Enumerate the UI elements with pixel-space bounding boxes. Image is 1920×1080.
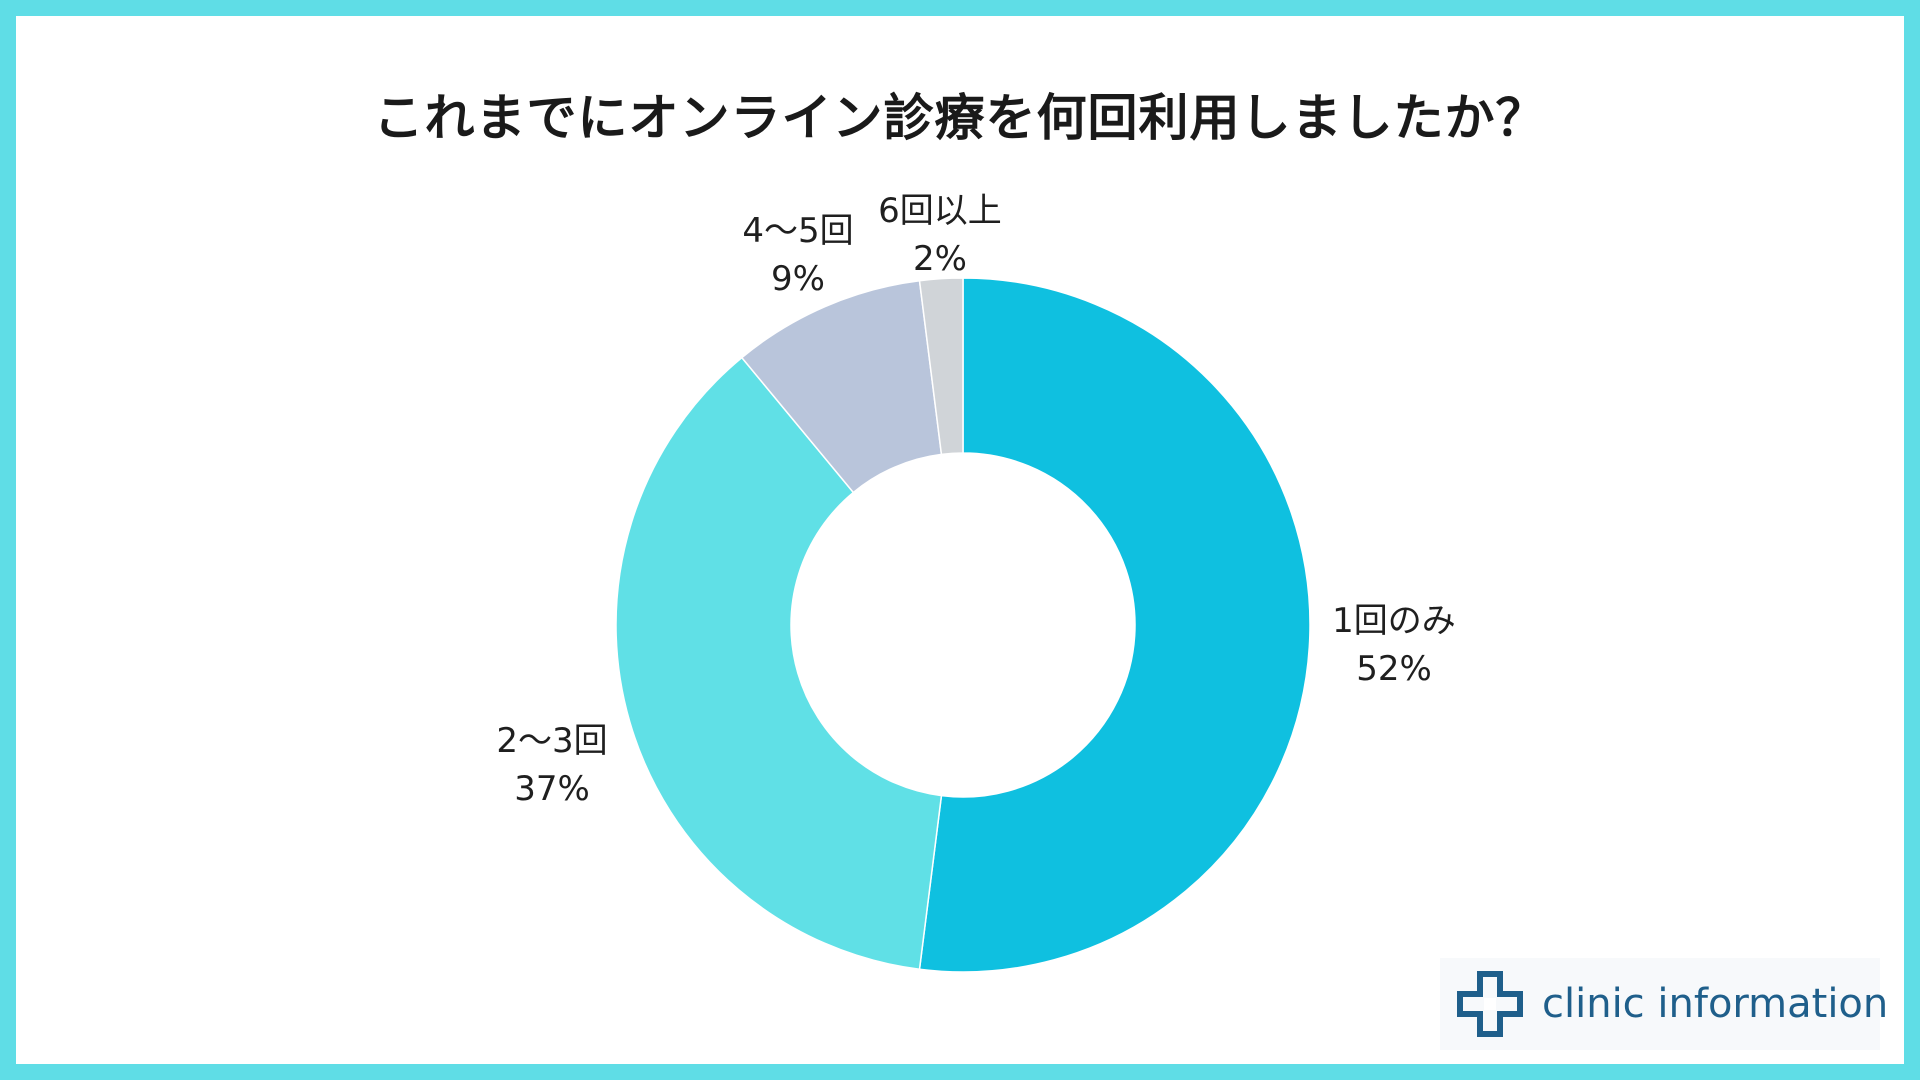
brand-name: clinic information [1542,981,1889,1027]
brand-logo-area: clinic information [1440,958,1888,1050]
slice-value-3: 9% [771,259,825,299]
chart-title: これまでにオンライン診療を何回利用しましたか？ [373,89,1547,147]
slice-label-1: 1回のみ [1332,601,1456,641]
donut-slice-4 [918,277,964,456]
slice-value-1: 52% [1356,649,1432,689]
slice-label-3: 4〜5回 [742,211,853,251]
slice-value-4: 2% [913,239,967,279]
slice-label-4: 6回以上 [878,191,1002,231]
medical-cross-icon [1457,971,1523,1037]
slice-value-2: 37% [514,769,590,809]
donut-labels: 1回のみ 52% 2〜3回 37% 4〜5回 9% 6回以上 2% [496,191,1455,809]
donut-slices [615,277,1311,973]
slice-label-2: 2〜3回 [496,721,607,761]
donut-slice-2 [615,356,943,971]
donut-slice-1 [918,277,1311,973]
